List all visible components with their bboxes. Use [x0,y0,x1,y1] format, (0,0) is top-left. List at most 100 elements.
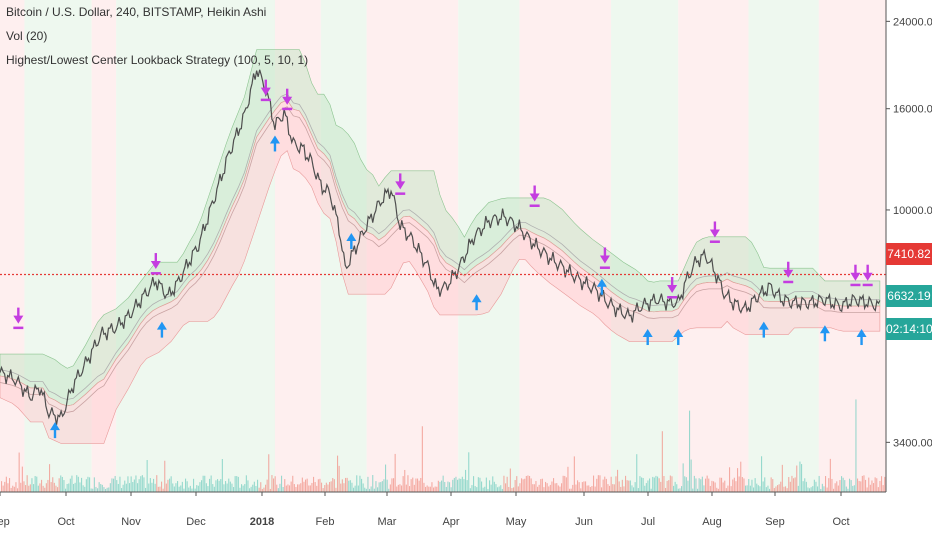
volume-bar [799,461,801,492]
volume-bar [380,482,382,492]
volume-bar [559,486,561,492]
volume-bar [137,483,139,492]
volume-bar [703,485,705,492]
volume-bar [289,485,291,492]
volume-bar [4,481,6,492]
volume-bar [257,479,259,492]
volume-bar [583,481,585,492]
volume-bar [162,488,164,492]
volume-bar [145,487,147,492]
y-tick-label: 10000.00 [893,205,932,217]
volume-bar [313,476,315,492]
volume-bar [325,482,327,492]
sell-arrow-head [667,285,678,294]
volume-bar [295,486,297,492]
volume-bar [269,488,271,492]
x-tick-label: Oct [832,516,849,528]
volume-bar [610,476,612,492]
volume-bar [757,485,759,492]
volume-bar [29,484,31,492]
bar-countdown-label: 02:14:10 [886,318,932,340]
volume-bar [239,487,241,492]
volume-bar [183,488,185,492]
volume-bar [841,476,843,492]
volume-bar [453,477,455,492]
volume-bar [644,485,646,492]
x-tick-label: 2018 [250,516,274,528]
volume-bar [255,485,257,492]
sell-signal-arrow [150,253,161,275]
volume-bar [149,478,151,492]
volume-bar [247,480,249,492]
volume-bar [849,478,851,492]
volume-bar [361,478,363,492]
volume-bar [300,483,302,492]
volume-bar [794,477,796,492]
volume-bar [869,484,871,492]
volume-bar [769,488,771,492]
volume-bar [108,487,110,492]
volume-bar [818,475,820,492]
volume-bar [857,478,859,492]
volume-bar [373,488,375,492]
volume-bar [801,464,803,492]
buy-arrow-head [856,329,867,338]
volume-bar [365,488,367,492]
volume-bar [314,482,316,492]
volume-bar [525,475,527,492]
legend-symbol[interactable]: Bitcoin / U.S. Dollar, 240, BITSTAMP, He… [6,5,267,19]
volume-bar [871,480,873,492]
volume-bar [569,488,571,492]
volume-bar [197,485,199,492]
volume-bar [613,484,615,492]
volume-bar [621,479,623,492]
volume-bar [477,477,479,492]
volume-bar [698,478,700,492]
volume-bar [561,483,563,492]
volume-bar [452,479,454,492]
volume-bar [687,480,689,492]
trend-shade-12 [818,0,886,492]
volume-bar [20,482,22,492]
volume-bar [690,459,692,492]
volume-bar [404,469,406,492]
volume-bar [73,483,75,492]
volume-bar [730,486,732,492]
volume-bar [437,480,439,492]
volume-bar [196,485,198,492]
volume-bar [23,481,25,492]
volume-bar [617,469,619,492]
volume-bar [545,481,547,492]
volume-bar [66,483,68,492]
volume-bar [410,479,412,492]
volume-bar [405,484,407,492]
legend-volume[interactable]: Vol (20) [6,29,48,43]
volume-bar [762,481,764,492]
volume-bar [852,485,854,492]
volume-bar [425,486,427,492]
volume-bar [2,485,4,492]
volume-bar [52,477,54,492]
volume-bar [418,480,420,492]
volume-bar [55,485,57,492]
volume-bar [133,479,135,492]
volume-bar [631,485,633,492]
volume-bar [76,475,78,492]
volume-bar [865,479,867,492]
volume-bar [842,477,844,492]
volume-bar [813,479,815,492]
volume-bar [271,475,273,492]
volume-bar [618,481,620,492]
volume-bar [557,485,559,492]
volume-bar [177,481,179,492]
volume-bar [433,487,435,492]
volume-bar [485,477,487,492]
legend-strategy[interactable]: Highest/Lowest Center Lookback Strategy … [6,53,309,67]
volume-bar [253,481,255,492]
volume-bar [514,480,516,492]
volume-bar [489,480,491,492]
volume-bar [65,488,67,492]
volume-bar [33,484,35,492]
